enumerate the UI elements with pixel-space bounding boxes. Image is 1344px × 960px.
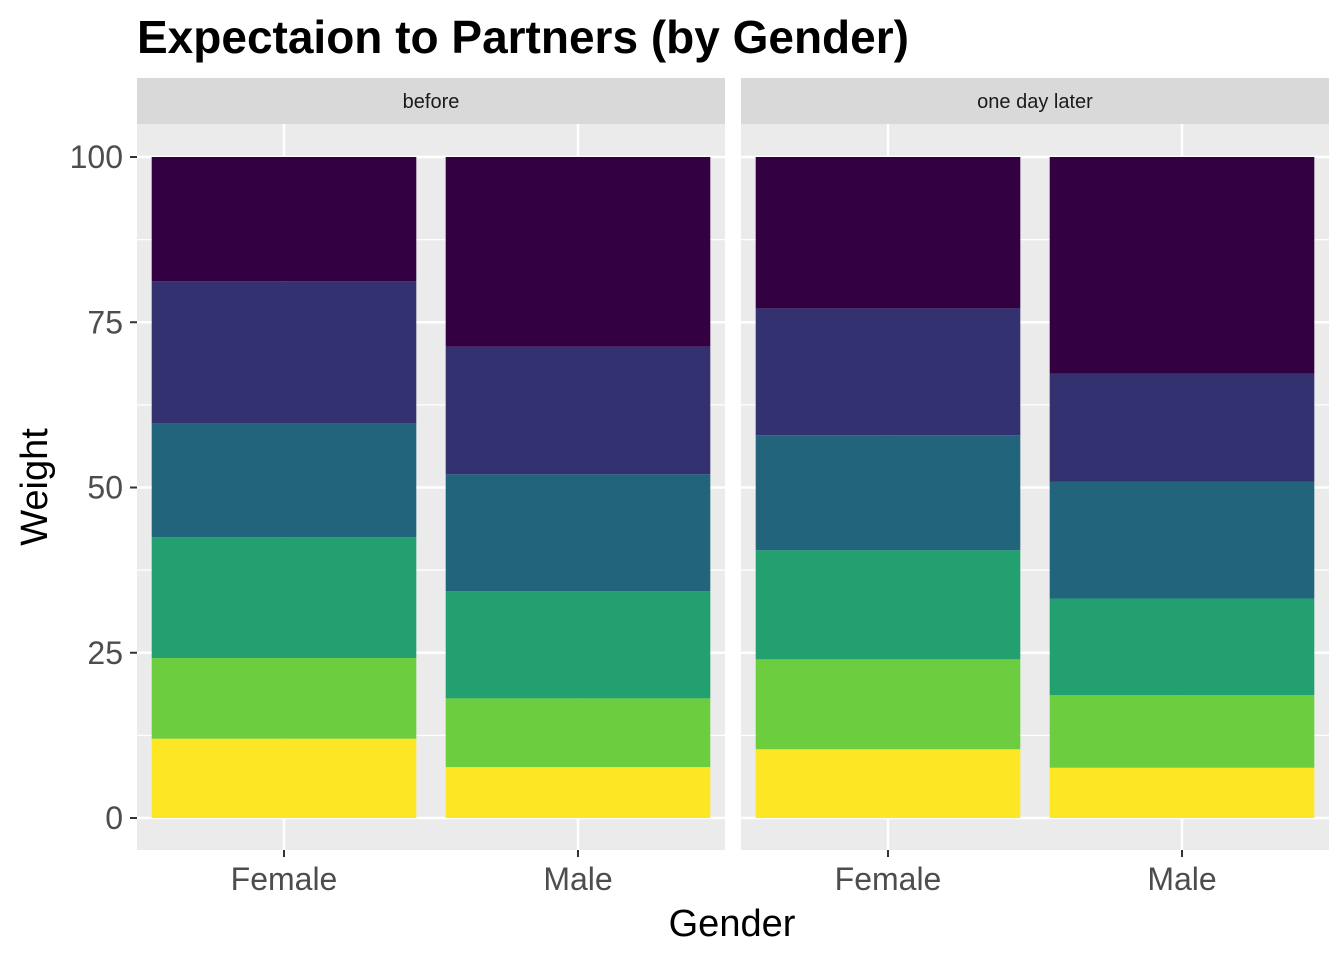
- bar-segment-male-2: [1049, 695, 1315, 768]
- bar-segment-female-2: [151, 658, 417, 739]
- facet-strip-label: one day later: [977, 91, 1093, 113]
- bar-segment-female-1: [151, 738, 417, 818]
- bar-segment-male-6: [445, 157, 711, 347]
- bar-segment-male-3: [445, 591, 711, 699]
- facet-strip: [137, 78, 725, 124]
- x-tick-label: Female: [231, 861, 338, 897]
- facet-strip-label: before: [403, 91, 460, 113]
- bar-segment-female-4: [151, 423, 417, 538]
- y-axis-title: Weight: [14, 428, 56, 546]
- bar-segment-male-1: [445, 767, 711, 818]
- bar-segment-female-5: [151, 281, 417, 424]
- y-tick-label: 25: [87, 635, 123, 671]
- y-axis: 0 25 50 75 100: [70, 139, 137, 836]
- bar-segment-male-4: [1049, 481, 1315, 599]
- bar-segment-male-5: [1049, 373, 1315, 482]
- x-tick-label: Male: [1147, 861, 1216, 897]
- bar-segment-female-6: [755, 157, 1021, 309]
- y-tick-label: 0: [105, 800, 123, 836]
- y-tick-label: 75: [87, 304, 123, 340]
- bar-segment-male-6: [1049, 157, 1315, 374]
- facet-panel-2: one day later Female Male: [741, 78, 1329, 897]
- y-tick-label: 100: [70, 139, 123, 175]
- bar-segment-female-6: [151, 157, 417, 282]
- bar-segment-female-3: [755, 550, 1021, 660]
- bar-segment-male-3: [1049, 598, 1315, 696]
- bar-segment-female-1: [755, 749, 1021, 818]
- bar-segment-female-2: [755, 659, 1021, 750]
- bar-segment-female-5: [755, 308, 1021, 436]
- facet-panels: before Female Male one day later Female Male: [137, 78, 1329, 897]
- bar-segment-female-4: [755, 435, 1021, 551]
- x-tick-label: Female: [835, 861, 942, 897]
- bar-segment-female-3: [151, 537, 417, 659]
- bar-segment-male-1: [1049, 767, 1315, 818]
- chart-title: Expectaion to Partners (by Gender): [137, 11, 909, 63]
- facet-panel-1: before Female Male: [137, 78, 725, 897]
- x-axis-title: Gender: [669, 903, 796, 945]
- bar-segment-male-2: [445, 698, 711, 768]
- bar-segment-male-4: [445, 474, 711, 592]
- y-tick-label: 50: [87, 470, 123, 506]
- facet-strip: [741, 78, 1329, 124]
- x-tick-label: Male: [543, 861, 612, 897]
- bar-segment-male-5: [445, 346, 711, 475]
